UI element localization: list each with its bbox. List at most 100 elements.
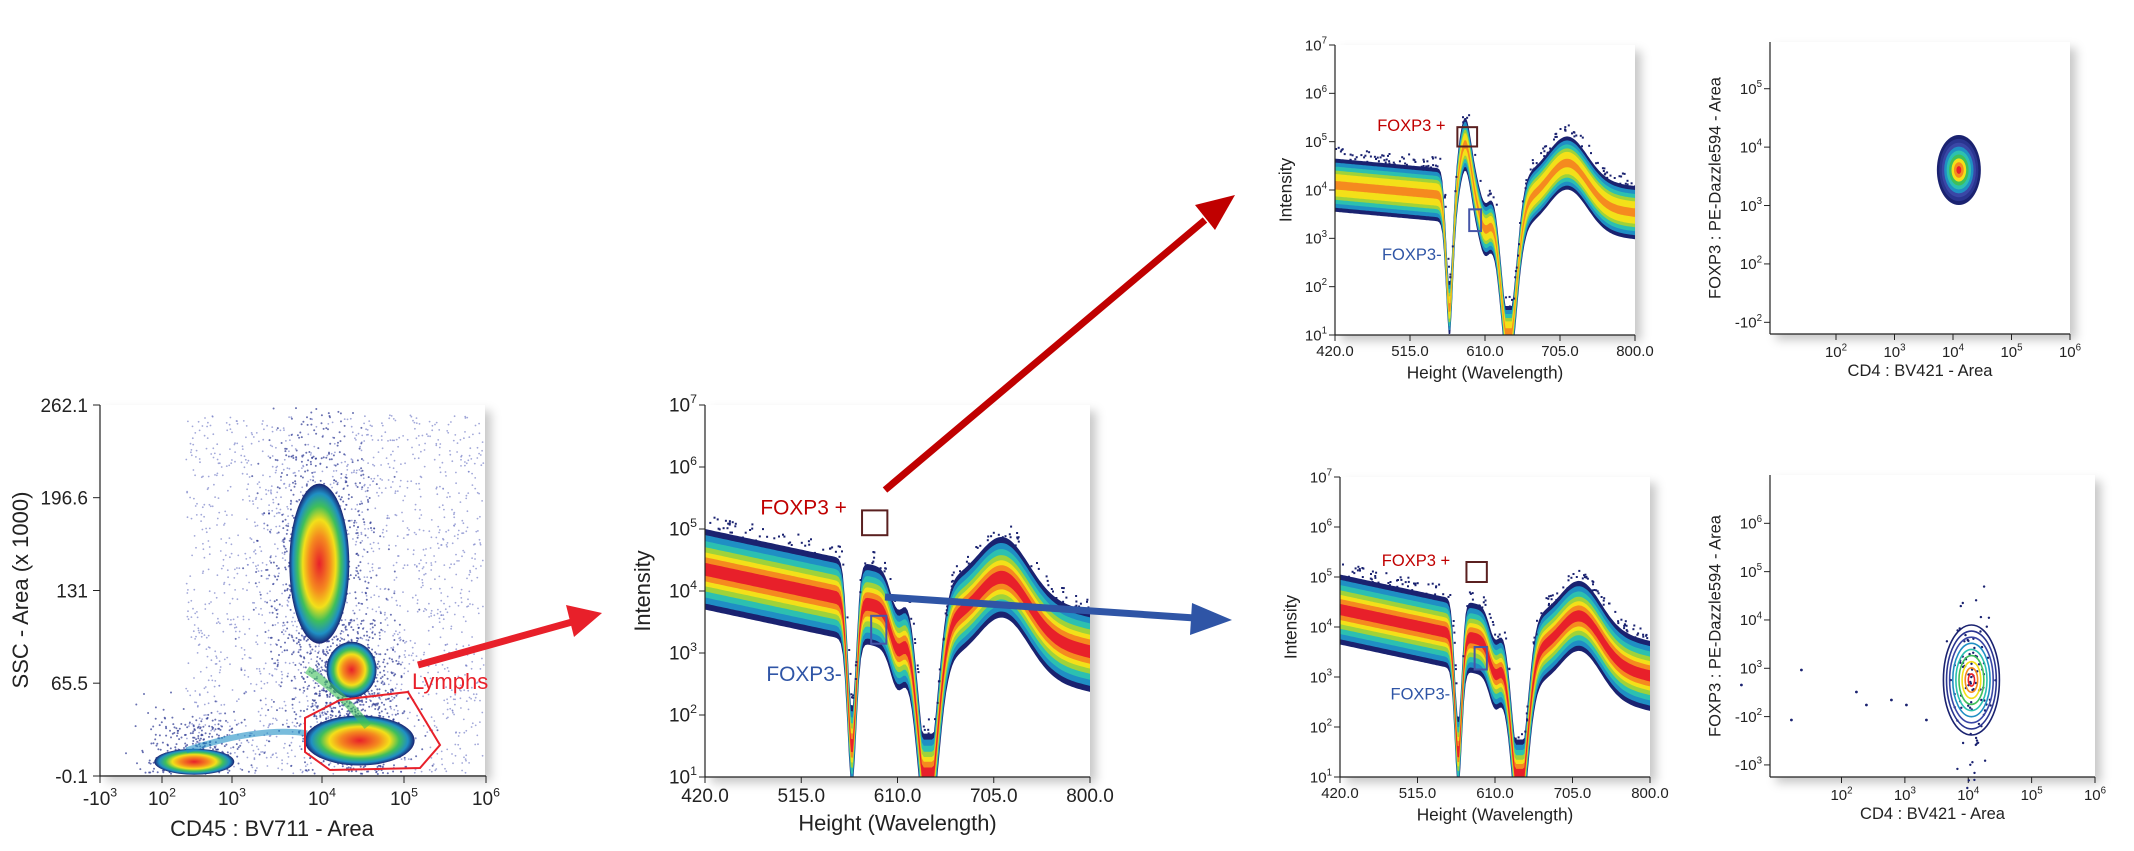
scatter-point (223, 524, 225, 526)
scatter-point (280, 479, 282, 482)
scatter-point (278, 572, 280, 575)
scatter-point (468, 454, 471, 457)
scatter-point (397, 445, 399, 448)
scatter-point (200, 513, 203, 516)
scatter-point (316, 721, 319, 723)
scatter-point (200, 729, 203, 732)
scatter-point (450, 421, 452, 423)
spectrum-noise (1572, 573, 1575, 575)
scatter-point (244, 725, 247, 727)
scatter-point (342, 488, 345, 490)
scatter-point (217, 734, 220, 737)
scatter-point (413, 725, 416, 728)
scatter-point (314, 692, 316, 695)
lymphs-gate[interactable] (304, 690, 442, 772)
scatter-point (283, 545, 286, 548)
scatter-point (361, 511, 364, 513)
scatter-point (368, 646, 371, 649)
scatter-point (299, 491, 302, 493)
scatter-point (226, 721, 229, 724)
scatter-point (306, 676, 309, 678)
scatter-point (380, 682, 383, 684)
scatter-point (215, 657, 218, 659)
foxp3-pos-gate[interactable] (861, 509, 889, 537)
scatter-point (281, 631, 283, 634)
scatter-point (368, 420, 371, 422)
scatter-point (471, 722, 474, 725)
scatter-point (282, 624, 284, 627)
scatter-point (304, 666, 307, 669)
spectrum-noise (873, 551, 876, 554)
spectrum-noise (1545, 597, 1548, 600)
spectrum-noise (1037, 567, 1040, 570)
foxp3-pos-gate[interactable] (1465, 561, 1488, 583)
scatter-point (277, 503, 280, 506)
scatter-point (395, 438, 398, 441)
scatter-point (399, 605, 401, 607)
scatter-point (275, 643, 278, 646)
spectrum-noise (728, 522, 731, 525)
spectrum-noise (1389, 581, 1392, 583)
scatter-point (343, 638, 346, 641)
foxp3-neg-gate[interactable] (1468, 208, 1483, 233)
scatter-point (269, 530, 271, 533)
scatter-point (292, 616, 294, 619)
spectrum-noise (1453, 641, 1456, 644)
scatter-point (357, 534, 360, 537)
scatter-point (232, 618, 235, 621)
scatter-point (415, 482, 418, 485)
scatter-point (347, 770, 350, 773)
spectrum-noise (854, 664, 857, 667)
scatter-point (302, 677, 305, 680)
scatter-point (289, 588, 292, 591)
scatter-point (262, 724, 265, 727)
scatter-point (208, 602, 211, 605)
scatter-point (392, 634, 394, 637)
scatter-point (336, 481, 339, 484)
foxp3-pos-gate[interactable] (1456, 126, 1479, 148)
foxp3-neg-gate[interactable] (1473, 646, 1488, 671)
scatter-point (283, 589, 286, 592)
scatter-point (325, 717, 328, 720)
scatter-point (290, 749, 293, 752)
scatter-point (464, 464, 466, 467)
scatter-point (275, 681, 278, 683)
foxp3-neg-gate[interactable] (870, 614, 888, 645)
scatter-point (392, 646, 395, 649)
scatter-point (448, 605, 451, 608)
spectrum-noise (1617, 622, 1620, 625)
scatter-point (234, 630, 237, 633)
scatter-point (268, 504, 270, 506)
scatter-point (264, 642, 266, 644)
spectrum-noise (859, 591, 862, 594)
scatter-point (323, 711, 326, 713)
scatter-point (459, 438, 462, 441)
scatter-point (310, 652, 312, 655)
scatter-point (260, 569, 263, 572)
scatter-point (285, 487, 287, 489)
scatter-point (190, 517, 193, 520)
scatter-point (350, 496, 353, 499)
scatter-point (282, 527, 285, 530)
scatter-point (371, 563, 374, 565)
spectrum-noise (1625, 624, 1628, 627)
scatter-point (288, 633, 291, 636)
scatter-point (200, 720, 203, 723)
spectrum-noise (1375, 158, 1377, 160)
scatter-point (275, 512, 278, 515)
scatter-point (389, 414, 391, 417)
spectrum-x-tick-label: 515.0 (1391, 343, 1429, 360)
contour-point (1961, 665, 1965, 669)
scatter-point (226, 734, 229, 736)
contour-point (1959, 604, 1963, 608)
spectrum-x-tick-label: 800.0 (1631, 785, 1669, 802)
scatter-point (444, 608, 447, 611)
scatter-x-label: CD45 : BV711 - Area (170, 816, 375, 841)
spectrum-y-tick-label: 104 (1305, 181, 1328, 200)
spectrum-noise (1343, 153, 1346, 156)
scatter-point (270, 706, 273, 708)
spectrum-noise (1004, 535, 1007, 538)
scatter-point (371, 622, 374, 625)
scatter-point (240, 667, 243, 670)
